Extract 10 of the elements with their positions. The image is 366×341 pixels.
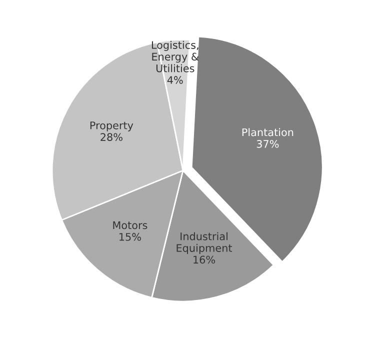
data-label: 15% [120, 232, 141, 241]
data-label: 16% [194, 256, 216, 264]
data-label: 28% [100, 133, 122, 141]
slice-label: Property [90, 122, 134, 132]
data-label: 37% [256, 140, 279, 148]
slice-label: Industrial Equipment [176, 232, 232, 254]
slice-label: Plantation [242, 128, 294, 136]
slice-label: Motors [113, 221, 148, 230]
data-label: 4% [167, 76, 183, 84]
slice-label: Logistics, Energy & Utilities [152, 40, 199, 72]
